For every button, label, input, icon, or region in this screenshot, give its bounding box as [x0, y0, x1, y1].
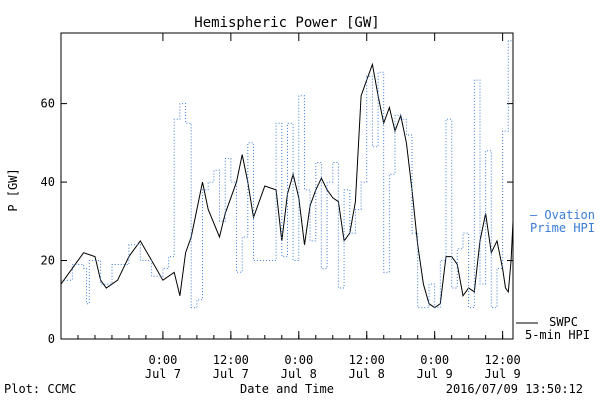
x-tick-label-time: 12:00 — [349, 353, 385, 367]
x-tick-label-date: Jul 7 — [145, 367, 181, 381]
x-tick-label-date: Jul 9 — [417, 367, 453, 381]
legend-ovation: — Ovation Prime HPI — [530, 208, 595, 235]
x-tick-label-time: 0:00 — [284, 353, 313, 367]
y-tick-label: 40 — [41, 175, 55, 189]
legend-ovation-line1: — Ovation — [530, 208, 595, 222]
x-axis-label: Date and Time — [240, 382, 334, 396]
series-line-swpc — [60, 62, 514, 309]
legend-swpc-line1: SWPC — [549, 315, 578, 329]
y-tick-label: 20 — [41, 254, 55, 268]
chart-title: Hemispheric Power [GW] — [194, 15, 379, 31]
legend-swpc: SWPC 5-min HPI — [516, 315, 590, 342]
x-tick-label-time: 0:00 — [148, 353, 177, 367]
x-tick-label-time: 12:00 — [485, 353, 521, 367]
footer-left: Plot: CCMC — [4, 382, 76, 396]
y-tick-label: 0 — [48, 332, 55, 346]
x-tick-label-date: Jul 8 — [281, 367, 317, 381]
y-tick-label: 60 — [41, 97, 55, 111]
legend-ovation-line2: Prime HPI — [530, 221, 595, 235]
x-tick-label-date: Jul 8 — [349, 367, 385, 381]
x-tick-label-date: Jul 7 — [213, 367, 249, 381]
legend-swpc-line2: 5-min HPI — [525, 328, 590, 342]
y-axis-label: P [GW] — [6, 168, 20, 211]
x-tick-label-time: 0:00 — [420, 353, 449, 367]
x-tick-label-date: Jul 9 — [485, 367, 521, 381]
footer-right: 2016/07/09 13:50:12 — [446, 382, 583, 396]
x-tick-label-time: 12:00 — [213, 353, 249, 367]
plot-frame — [60, 32, 514, 340]
